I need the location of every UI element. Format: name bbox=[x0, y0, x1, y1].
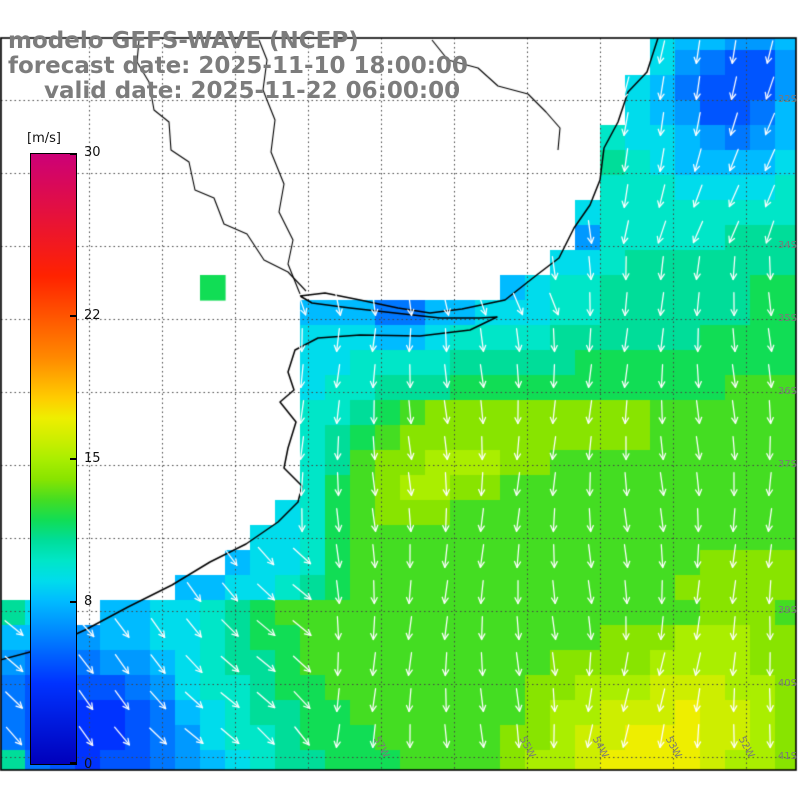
colorbar-tick-mark bbox=[70, 458, 77, 460]
model-title: modelo GEFS-WAVE (NCEP) bbox=[8, 28, 359, 54]
colorbar-tick-label: 30 bbox=[84, 145, 101, 160]
latitude-grid-label: 40S bbox=[777, 678, 797, 689]
colorbar-tick-label: 22 bbox=[84, 308, 101, 324]
latitude-grid-label: 41S bbox=[777, 751, 797, 762]
latitude-grid-label: 35S bbox=[777, 313, 797, 324]
colorbar-tick-mark bbox=[70, 762, 77, 764]
valid-date: valid date: 2025-11-22 06:00:00 bbox=[44, 78, 461, 104]
colorbar-tick-label: 0 bbox=[84, 757, 93, 772]
colorbar-tick-mark bbox=[70, 600, 77, 603]
latitude-grid-label: 39S bbox=[777, 605, 797, 616]
latitude-grid-label: 37S bbox=[777, 459, 797, 470]
colorbar-tick-mark bbox=[70, 315, 77, 318]
colorbar bbox=[30, 153, 77, 765]
latitude-grid-label: 36S bbox=[777, 386, 797, 397]
forecast-date: forecast date: 2025-11-10 18:00:00 bbox=[8, 53, 468, 79]
colorbar-tick-mark bbox=[70, 153, 77, 155]
colorbar-unit-label: [m/s] bbox=[27, 131, 61, 146]
colorbar-tick-label: 8 bbox=[84, 593, 93, 609]
latitude-grid-label: 32S bbox=[777, 94, 797, 105]
latitude-grid-label: 34S bbox=[777, 240, 797, 251]
colorbar-tick-label: 15 bbox=[84, 451, 101, 466]
